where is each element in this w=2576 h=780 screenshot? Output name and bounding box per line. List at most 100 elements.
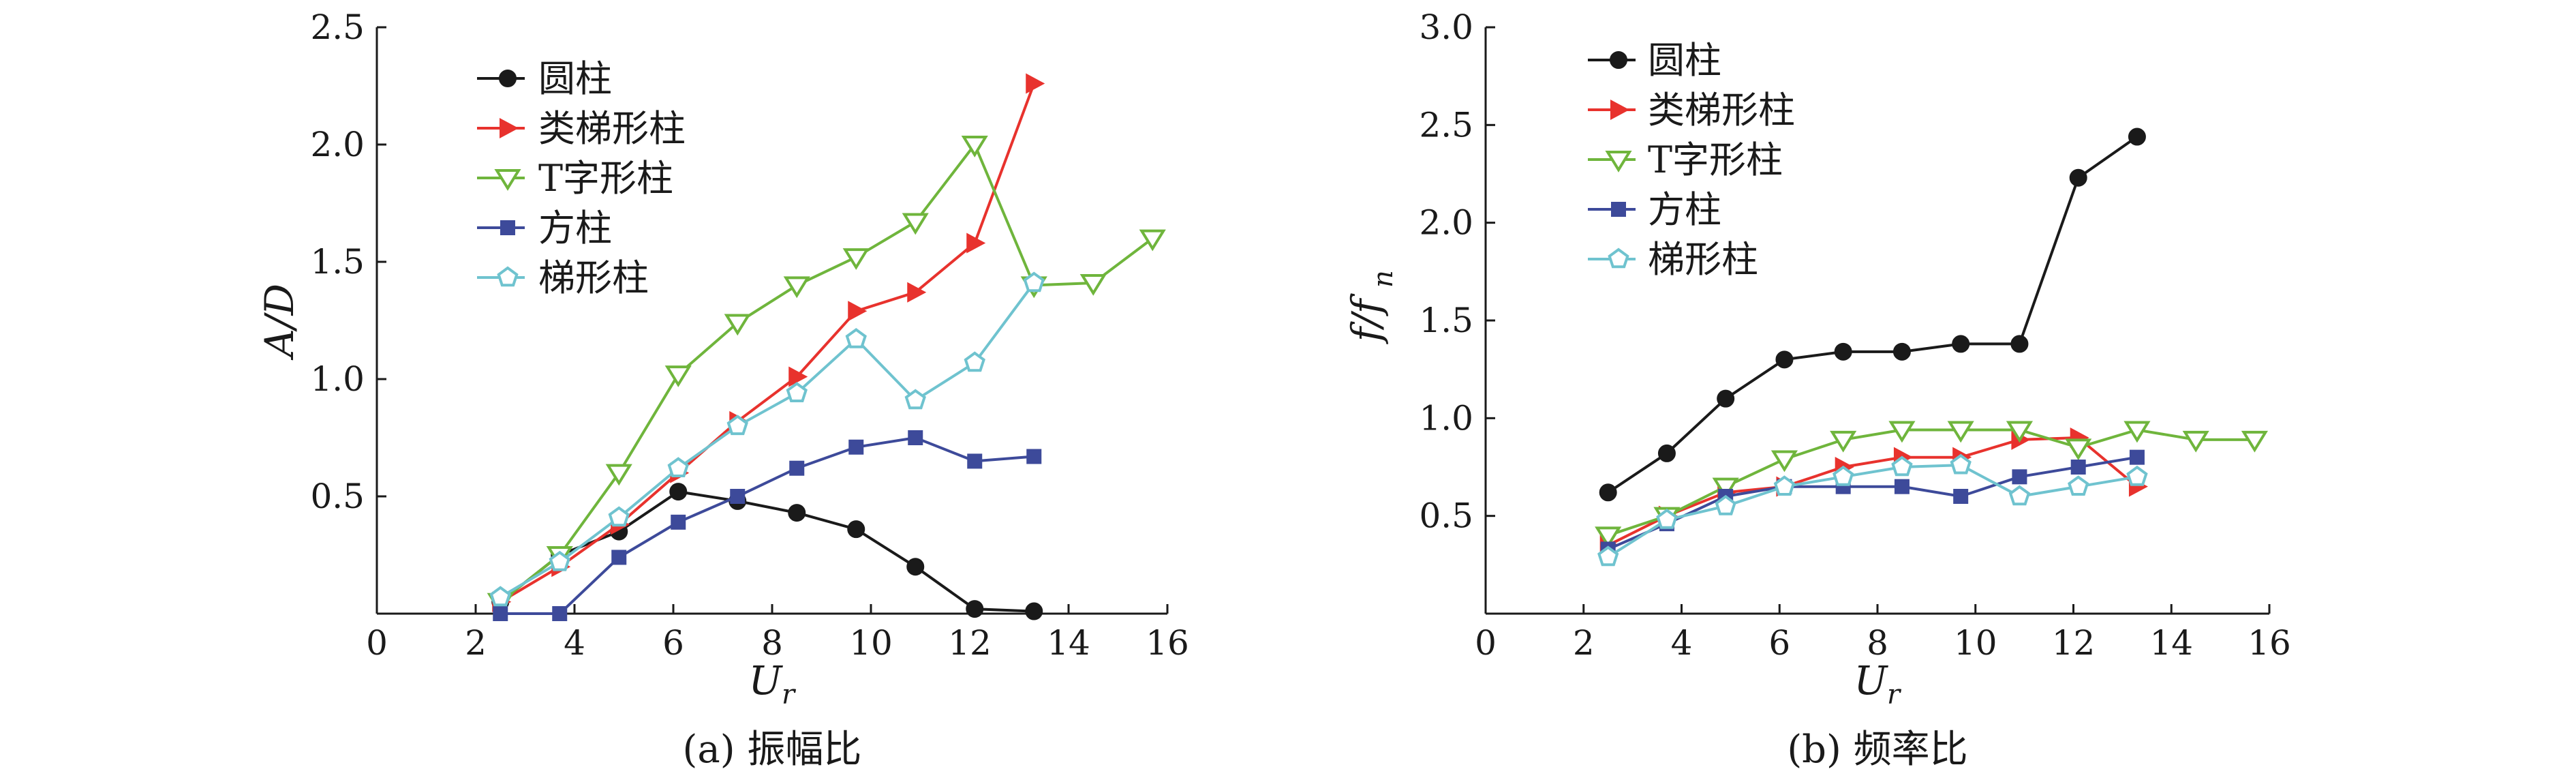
data-point — [608, 506, 630, 527]
x-tick-label: 16 — [1146, 623, 1189, 663]
data-point — [1717, 389, 1735, 408]
data-point — [1833, 465, 1854, 486]
series-line — [500, 82, 1036, 603]
y-tick-label: 2.0 — [1419, 203, 1473, 243]
data-point — [904, 389, 926, 410]
y-tick-label: 2.5 — [310, 7, 365, 47]
legend-label: 圆柱 — [1648, 39, 1721, 82]
series-line — [1607, 455, 2138, 551]
chart-caption: (b) 频率比 — [1787, 728, 1967, 772]
data-point — [966, 232, 986, 254]
series-line — [1607, 464, 2138, 558]
data-point — [845, 328, 867, 348]
data-point — [788, 366, 808, 387]
y-axis-label: f/f — [1343, 292, 1390, 344]
data-point — [1657, 444, 1676, 462]
series-line — [500, 490, 1034, 613]
data-point — [847, 520, 865, 539]
data-point — [667, 457, 689, 477]
y-tick-label: 1.5 — [310, 242, 365, 282]
data-point — [966, 600, 984, 618]
legend-marker — [1610, 100, 1629, 120]
series-line — [1607, 436, 2138, 547]
x-tick-label: 8 — [1867, 623, 1888, 663]
data-point — [724, 314, 751, 336]
data-point — [1770, 450, 1798, 472]
data-point — [964, 351, 985, 372]
x-axis-label-subscript: r — [1887, 679, 1902, 710]
y-tick-label: 0.5 — [1419, 496, 1473, 536]
data-point — [2129, 449, 2145, 465]
data-point — [1026, 449, 1042, 464]
x-tick-label: 4 — [1671, 623, 1693, 663]
data-point — [1139, 229, 1166, 252]
y-tick-label: 0.5 — [310, 477, 365, 516]
data-point — [493, 606, 508, 621]
data-point — [906, 558, 925, 576]
chart-caption: (a) 振幅比 — [683, 728, 862, 772]
legend-label: 圆柱 — [538, 57, 612, 100]
series-line — [1608, 428, 2255, 537]
x-tick-label: 16 — [2248, 623, 2291, 663]
data-point — [789, 460, 805, 476]
data-point — [842, 248, 870, 270]
data-point — [961, 136, 988, 158]
x-tick-label: 12 — [948, 623, 992, 663]
legend-label: 梯形柱 — [1648, 238, 1758, 281]
x-tick-label: 0 — [1475, 623, 1497, 663]
y-tick-label: 3.0 — [1419, 7, 1473, 47]
data-point — [1947, 421, 1974, 443]
data-point — [671, 514, 686, 530]
data-point — [788, 504, 806, 522]
data-point — [730, 489, 746, 504]
x-axis-label: U — [1854, 657, 1889, 704]
data-point — [1023, 271, 1045, 292]
data-point — [2065, 438, 2092, 461]
legend-marker — [1610, 51, 1627, 69]
legend-marker — [497, 266, 519, 287]
legend-marker — [494, 169, 521, 191]
y-axis-label: A/D — [256, 284, 303, 361]
data-point — [1595, 526, 1622, 549]
data-point — [902, 213, 929, 235]
x-tick-label: 12 — [2052, 623, 2096, 663]
data-point — [1715, 494, 1736, 515]
x-tick-label: 10 — [849, 623, 893, 663]
data-point — [605, 464, 632, 486]
legend-marker — [1608, 247, 1629, 269]
data-point — [1079, 273, 1107, 296]
y-tick-label: 2.0 — [310, 125, 365, 164]
chart-panel-b: 0 2 4 6 8 10 12 14 16 0.5 1.0 1.5 2.0 2.5 3.0 U r f/f n 圆柱类… — [1343, 7, 2291, 772]
legend-label: 梯形柱 — [538, 256, 649, 299]
x-tick-label: 6 — [1768, 623, 1790, 663]
series-line — [500, 436, 1034, 615]
data-point — [2241, 430, 2269, 453]
data-point — [908, 430, 923, 445]
x-tick-label: 8 — [761, 623, 783, 663]
y-tick-label: 1.0 — [1419, 398, 1473, 438]
data-point — [1830, 430, 1857, 453]
legend-label: T字形柱 — [538, 157, 673, 200]
x-tick-label: 0 — [366, 623, 388, 663]
x-tick-label: 2 — [465, 623, 487, 663]
data-point — [2070, 460, 2086, 475]
legend-label: T字形柱 — [1648, 138, 1783, 181]
data-point — [2123, 421, 2151, 443]
legend-label: 类梯形柱 — [1648, 89, 1795, 132]
data-point — [669, 483, 688, 501]
x-tick-label: 10 — [1954, 623, 1997, 663]
x-tick-label: 6 — [662, 623, 684, 663]
data-point — [1894, 479, 1910, 494]
series-line — [500, 282, 1035, 599]
x-axis-label-subscript: r — [782, 679, 797, 710]
data-point — [783, 276, 810, 299]
data-point — [1775, 350, 1794, 369]
data-point — [2068, 475, 2089, 496]
x-tick-label: 14 — [2149, 623, 2193, 663]
x-tick-label: 4 — [564, 623, 585, 663]
data-point — [967, 453, 983, 469]
data-point — [1950, 453, 1972, 475]
data-point — [549, 550, 570, 571]
